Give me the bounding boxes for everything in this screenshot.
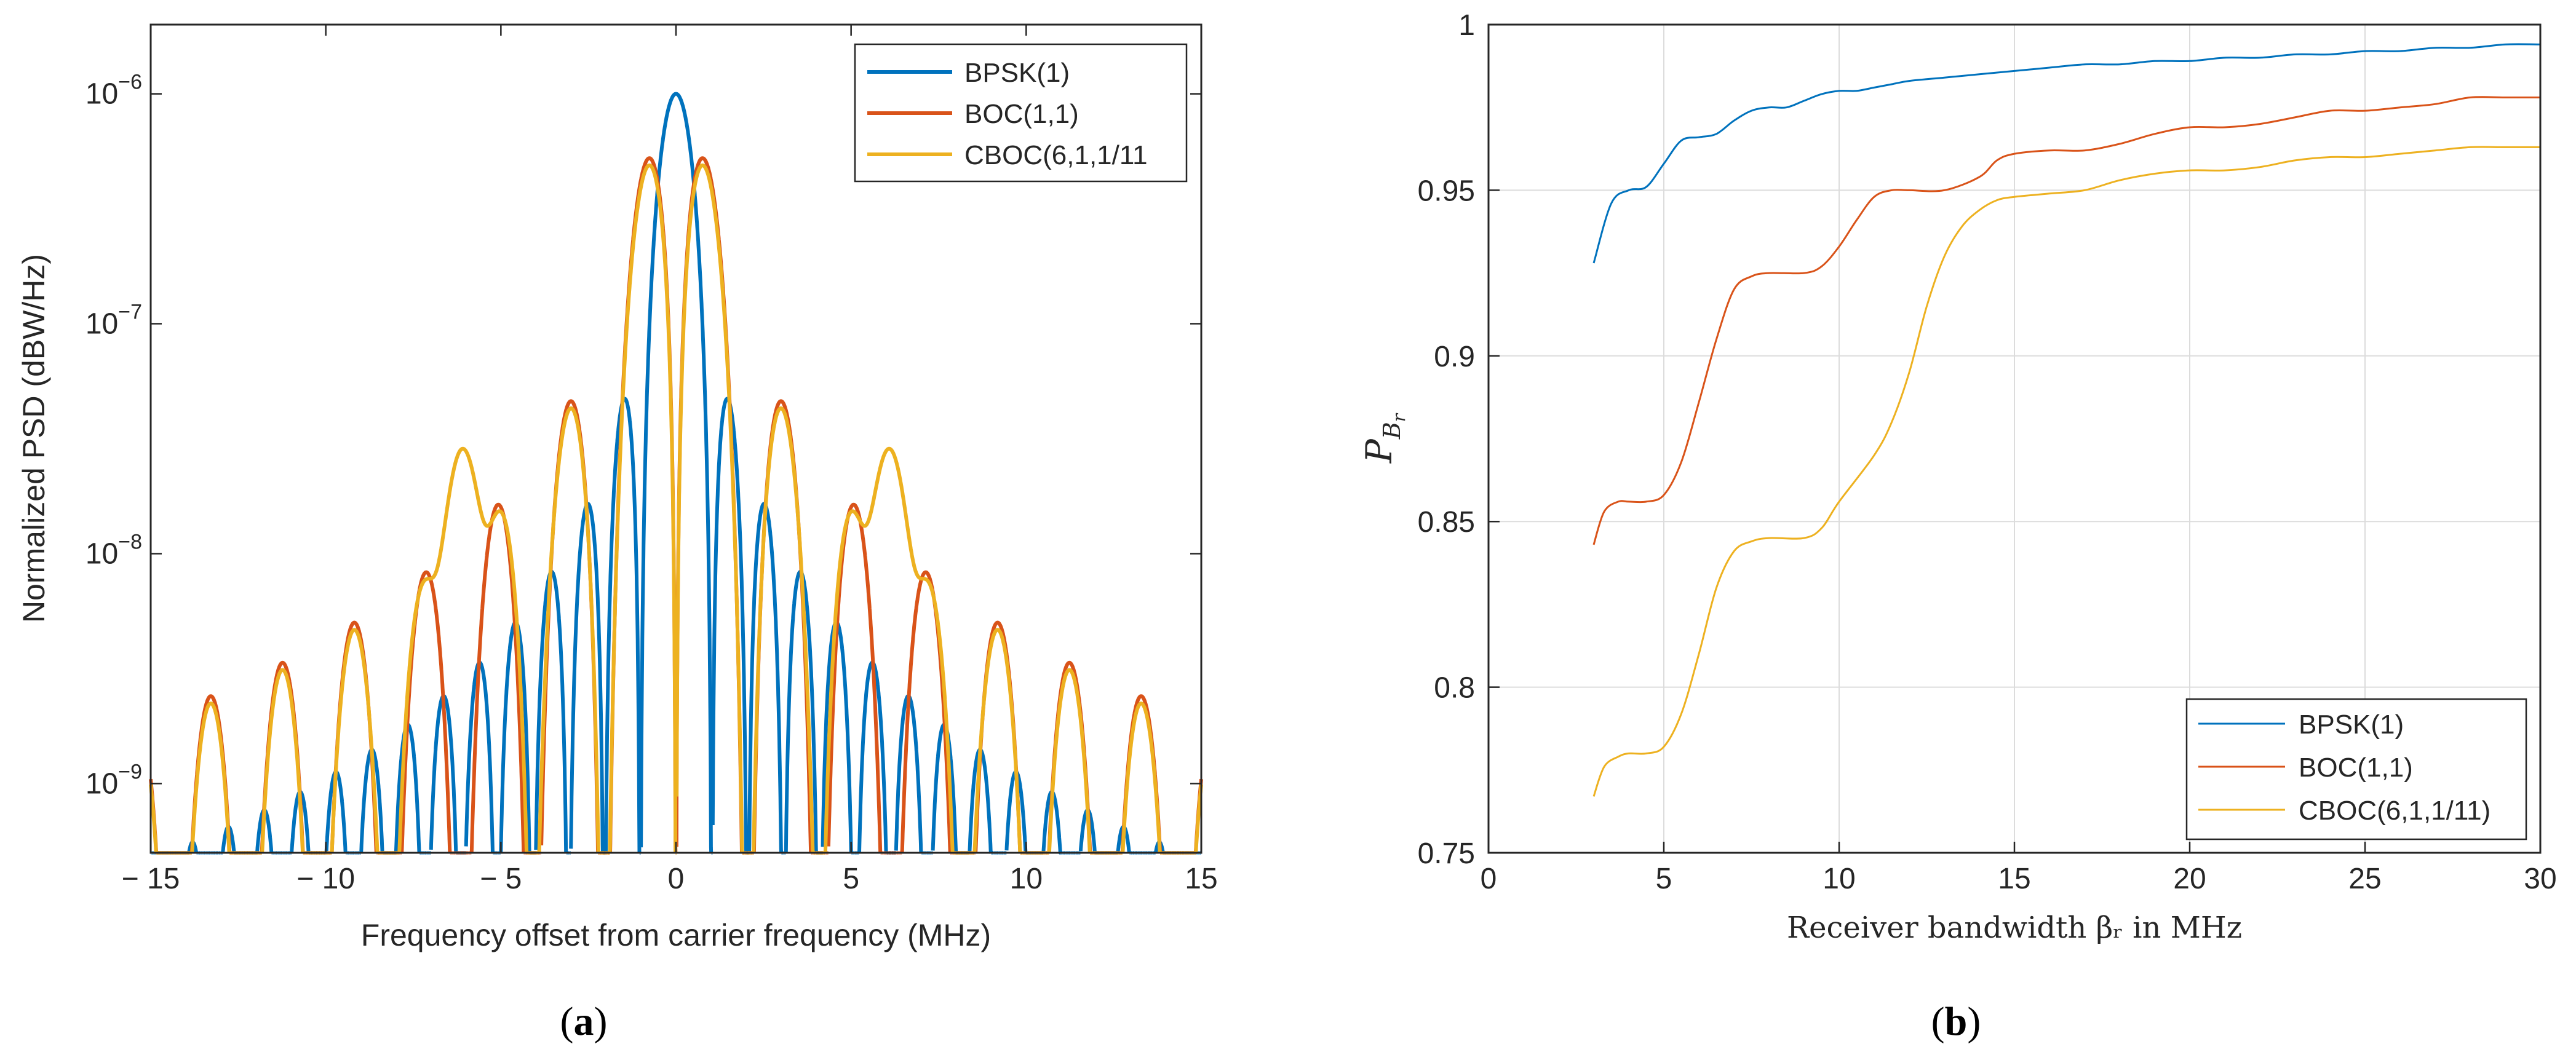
panel-b-x-axis-label: Receiver bandwidth βᵣ in MHz: [1787, 911, 2242, 945]
panel-b-x-tick-label: 30: [2524, 863, 2556, 895]
panel-a-y-tick-exponent: −6: [118, 71, 142, 94]
panel-a-y-axis-label: Normalized PSD (dBW/Hz): [17, 254, 51, 623]
panel-b-x-tick-label: 5: [1656, 863, 1672, 895]
panel-b-x-tick-label: 0: [1481, 863, 1497, 895]
panel-b-x-tick-label: 10: [1823, 863, 1855, 895]
panel-b-y-tick-label: 0.9: [1434, 341, 1475, 373]
panel-b-y-tick-label: 1: [1458, 9, 1475, 42]
panel-a-x-tick-label: 15: [1185, 863, 1217, 895]
panel-b-x-tick-label: 20: [2173, 863, 2206, 895]
panel-a-x-tick-label: 0: [668, 863, 685, 895]
panel-a-psd-chart: − 15 − 10 − 5 0 5 10 15 10−9 10−8 10−7 10−6 Frequ…: [17, 23, 1218, 1044]
panel-b-series-group: [1592, 43, 2541, 797]
panel-a-x-axis-label: Frequency offset from carrier frequency …: [361, 918, 991, 952]
panel-b-series-bpsk-1: [1592, 43, 2541, 264]
panel-a-x-ticks: − 15 − 10 − 5 0 5 10 15: [122, 25, 1218, 895]
panel-b-bandwidth-chart: 0 5 10 15 20 25 30 0.75 0.8 0.85 0.9 0.95 1 Receive…: [1358, 9, 2557, 1044]
panel-a-y-tick-label: 10−9: [85, 760, 142, 800]
panel-b-legend-label-bpsk: BPSK(1): [2299, 710, 2404, 740]
panel-b-legend-label-cboc: CBOC(6,1,1/11): [2299, 796, 2491, 826]
panel-b-legend-label-boc: BOC(1,1): [2299, 753, 2413, 783]
panel-a-y-tick-exponent: −9: [118, 760, 142, 783]
panel-b-caption: (b): [1931, 999, 1981, 1044]
panel-a-y-tick-label: 10−7: [85, 301, 142, 341]
panel-a-x-tick-label: 10: [1010, 863, 1043, 895]
panel-a-legend-label-boc: BOC(1,1): [964, 99, 1079, 129]
panel-a-legend-label-bpsk: BPSK(1): [964, 58, 1070, 88]
panel-a-x-tick-label: − 5: [480, 863, 522, 895]
panel-b-x-ticks: 0 5 10 15 20 25 30: [1481, 842, 2557, 895]
panel-a-x-tick-label: − 15: [122, 863, 180, 895]
panel-b-y-axis-label: PBr: [1358, 413, 1409, 464]
panel-a-caption: (a): [560, 999, 608, 1044]
panel-b-y-ticks: 0.75 0.8 0.85 0.9 0.95 1: [1418, 9, 1500, 870]
panel-a-x-tick-label: − 10: [296, 863, 355, 895]
panel-b-y-tick-label: 0.8: [1434, 672, 1475, 705]
panel-b-y-tick-label: 0.85: [1418, 506, 1475, 539]
panel-a-y-tick-exponent: −8: [118, 530, 142, 553]
panel-a-y-tick-label: 10−8: [85, 530, 142, 570]
panel-a-legend: BPSK(1) BOC(1,1) CBOC(6,1,1/11: [854, 43, 1188, 183]
panel-b-series-boc-1-1: [1592, 96, 2540, 545]
panel-b-legend-box: [2185, 698, 2527, 840]
panel-b-x-tick-label: 25: [2348, 863, 2381, 895]
panel-b-x-tick-label: 15: [1998, 863, 2030, 895]
panel-b-series-cboc-6-1-1-11: [1592, 146, 2540, 797]
panel-a-y-tick-exponent: −7: [118, 301, 142, 324]
panel-a-x-tick-label: 5: [843, 863, 859, 895]
panel-a-legend-label-cboc: CBOC(6,1,1/11: [964, 140, 1148, 170]
panel-a-y-tick-label: 10−6: [85, 71, 142, 111]
panel-b-y-tick-label: 0.75: [1418, 837, 1475, 870]
panel-b-y-tick-label: 0.95: [1418, 175, 1475, 207]
panel-b-legend: BPSK(1) BOC(1,1) CBOC(6,1,1/11): [2185, 698, 2527, 840]
